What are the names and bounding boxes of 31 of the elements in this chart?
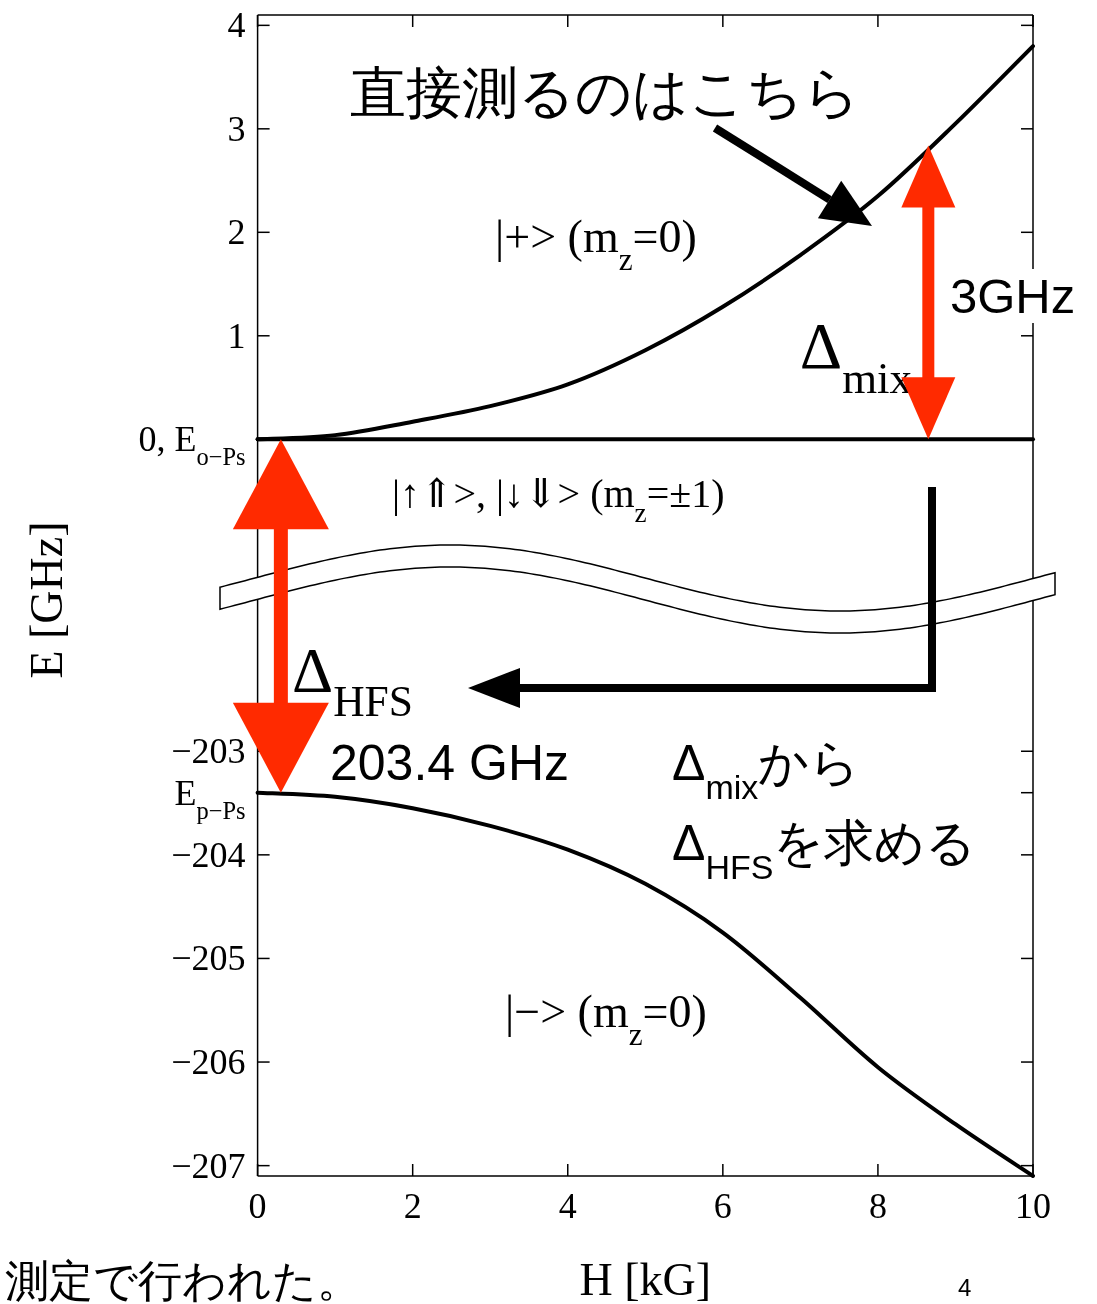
y-tick-label: 4 [227, 5, 246, 46]
x-tick-label: 0 [248, 1186, 267, 1226]
y-tick-label: −206 [171, 1042, 246, 1083]
y-axis-title: E [GHz] [21, 521, 72, 679]
text: 測定で行われた。 [5, 1256, 361, 1304]
x-tick-label: 6 [713, 1186, 732, 1226]
y-tick-label: −207 [171, 1145, 246, 1186]
annotation: Δ$_{HFS}$ [292, 635, 413, 725]
annotation: 3GHz [950, 269, 1076, 323]
annotation: 203.4 GHz [330, 735, 570, 791]
y-tick-label: −205 [171, 938, 246, 979]
y-tick-label: 0, E$_{o−Ps}$ [138, 419, 246, 470]
annotation: Δ$_{mix}$から [672, 735, 861, 806]
annotation: 直接測るのはこちら [350, 61, 860, 124]
y-tick-label: −203 [171, 731, 246, 772]
x-tick-label: 2 [403, 1186, 422, 1226]
x-tick-label: 8 [868, 1186, 887, 1226]
text: 4 [958, 1274, 972, 1301]
annotation: Δ$_{mix}$ [799, 309, 912, 403]
x-axis-title: H [kG] [579, 1254, 712, 1304]
series-label: |+> (m$_{z}$=0) [495, 211, 697, 277]
y-tick-label: 3 [227, 108, 246, 149]
y-tick-label: 2 [227, 212, 246, 253]
annotation: Δ$_{HFS}$を求める [672, 815, 977, 886]
y-tick-label: 1 [227, 315, 246, 356]
x-tick-label: 4 [558, 1186, 577, 1226]
series-label: |↑⇑>, |↓⇓> (m$_{z}$=±1) [392, 471, 725, 528]
x-tick-label: 10 [1015, 1186, 1051, 1226]
series-label: |−> (m$_{z}$=0) [505, 986, 707, 1052]
y-tick-label: E$_{p−Ps}$ [174, 772, 246, 824]
y-tick-label: −204 [171, 834, 246, 875]
